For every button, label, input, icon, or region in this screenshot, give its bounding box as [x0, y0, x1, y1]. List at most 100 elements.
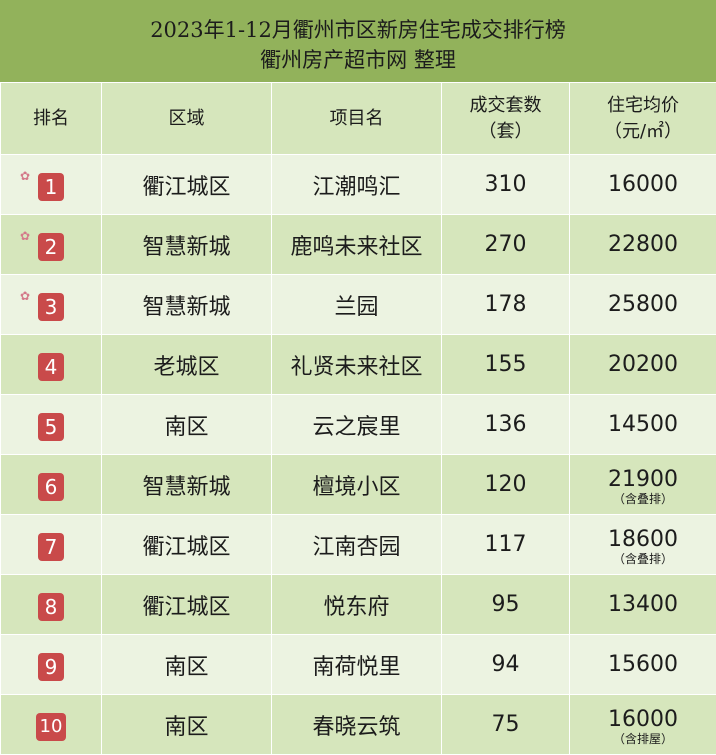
- price-cell: 22800: [569, 214, 716, 275]
- rank-badge: 9: [38, 652, 64, 681]
- header-project: 项目名: [271, 82, 442, 155]
- header-row: 排名 区域 项目名 成交套数 （套） 住宅均价 （元/㎡）: [0, 82, 716, 155]
- price-value: 13400: [608, 592, 678, 617]
- header-price-line1: 住宅均价: [607, 94, 679, 116]
- deals-cell: 155: [441, 334, 570, 395]
- district-cell: 南区: [101, 394, 272, 455]
- deals-cell: 120: [441, 454, 570, 515]
- district-cell: 衢江城区: [101, 574, 272, 635]
- deals-cell: 95: [441, 574, 570, 635]
- rank-cell: 9: [0, 634, 102, 695]
- table-row: 4 老城区 礼贤未来社区 155 20200: [0, 334, 716, 395]
- project-cell: 檀境小区: [271, 454, 442, 515]
- header-price-line2: （元/㎡）: [603, 120, 683, 142]
- flower-icon: ✿: [20, 289, 31, 303]
- header-deals: 成交套数 （套）: [441, 82, 570, 155]
- table-row: ✿ 1 衢江城区 江潮鸣汇 310 16000: [0, 154, 716, 215]
- title-banner: 2023年1-12月衢州市区新房住宅成交排行榜 衢州房产超市网 整理: [0, 0, 716, 82]
- header-rank: 排名: [0, 82, 102, 155]
- price-value: 16000: [608, 172, 678, 197]
- price-value: 18600: [608, 526, 678, 552]
- rank-cell: 8: [0, 574, 102, 635]
- project-cell: 江潮鸣汇: [271, 154, 442, 215]
- price-value: 15600: [608, 652, 678, 677]
- rank-badge: 6: [38, 472, 64, 501]
- price-value: 21900: [608, 466, 678, 492]
- price-value: 14500: [608, 412, 678, 437]
- project-cell: 春晓云筑: [271, 694, 442, 755]
- deals-cell: 117: [441, 514, 570, 575]
- table-row: ✿ 2 智慧新城 鹿鸣未来社区 270 22800: [0, 214, 716, 275]
- header-price: 住宅均价 （元/㎡）: [569, 82, 716, 155]
- table-row: 9 南区 南荷悦里 94 15600: [0, 634, 716, 695]
- deals-cell: 178: [441, 274, 570, 335]
- price-cell: 20200: [569, 334, 716, 395]
- rank-cell: ✿ 1: [0, 154, 102, 215]
- header-district: 区域: [101, 82, 272, 155]
- rank-badge: 8: [38, 592, 64, 621]
- price-cell: 16000 （含排屋）: [569, 694, 716, 755]
- table-row: 5 南区 云之宸里 136 14500: [0, 394, 716, 455]
- table-row: 10 南区 春晓云筑 75 16000 （含排屋）: [0, 694, 716, 755]
- district-cell: 南区: [101, 634, 272, 695]
- deals-cell: 94: [441, 634, 570, 695]
- price-cell: 21900 （含叠排）: [569, 454, 716, 515]
- rank-badge: 10: [36, 712, 66, 741]
- price-value: 16000: [608, 706, 678, 732]
- rank-cell: 10: [0, 694, 102, 755]
- rank-badge: 7: [38, 532, 64, 561]
- rank-badge: 1: [38, 172, 64, 201]
- deals-cell: 270: [441, 214, 570, 275]
- price-value: 22800: [608, 232, 678, 257]
- district-cell: 老城区: [101, 334, 272, 395]
- project-cell: 鹿鸣未来社区: [271, 214, 442, 275]
- rank-cell: ✿ 3: [0, 274, 102, 335]
- rank-badge: 2: [38, 232, 64, 261]
- table-row: 7 衢江城区 江南杏园 117 18600 （含叠排）: [0, 514, 716, 575]
- rank-cell: 7: [0, 514, 102, 575]
- district-cell: 智慧新城: [101, 214, 272, 275]
- title-line-1: 2023年1-12月衢州市区新房住宅成交排行榜: [150, 18, 566, 42]
- price-note: （含叠排）: [612, 491, 673, 506]
- price-note: （含排屋）: [612, 731, 673, 746]
- district-cell: 智慧新城: [101, 274, 272, 335]
- price-value: 20200: [608, 352, 678, 377]
- price-cell: 13400: [569, 574, 716, 635]
- rank-cell: ✿ 2: [0, 214, 102, 275]
- rank-badge: 3: [38, 292, 64, 321]
- header-deals-line2: （套）: [478, 120, 533, 142]
- price-cell: 14500: [569, 394, 716, 455]
- rank-cell: 4: [0, 334, 102, 395]
- project-cell: 兰园: [271, 274, 442, 335]
- header-deals-line1: 成交套数: [469, 94, 542, 116]
- price-cell: 15600: [569, 634, 716, 695]
- district-cell: 智慧新城: [101, 454, 272, 515]
- rank-cell: 5: [0, 394, 102, 455]
- price-cell: 25800: [569, 274, 716, 335]
- district-cell: 南区: [101, 694, 272, 755]
- deals-cell: 310: [441, 154, 570, 215]
- table-row: ✿ 3 智慧新城 兰园 178 25800: [0, 274, 716, 335]
- price-cell: 18600 （含叠排）: [569, 514, 716, 575]
- project-cell: 悦东府: [271, 574, 442, 635]
- price-note: （含叠排）: [612, 551, 673, 566]
- project-cell: 礼贤未来社区: [271, 334, 442, 395]
- title-line-2: 衢州房产超市网 整理: [260, 48, 456, 72]
- flower-icon: ✿: [20, 169, 31, 183]
- flower-icon: ✿: [20, 229, 31, 243]
- table-row: 8 衢江城区 悦东府 95 13400: [0, 574, 716, 635]
- district-cell: 衢江城区: [101, 514, 272, 575]
- deals-cell: 136: [441, 394, 570, 455]
- price-value: 25800: [608, 292, 678, 317]
- table-row: 6 智慧新城 檀境小区 120 21900 （含叠排）: [0, 454, 716, 515]
- ranking-table: 排名 区域 项目名 成交套数 （套） 住宅均价 （元/㎡） ✿ 1 衢江城区 江潮鸣汇…: [0, 82, 716, 755]
- rank-cell: 6: [0, 454, 102, 515]
- project-cell: 江南杏园: [271, 514, 442, 575]
- deals-cell: 75: [441, 694, 570, 755]
- project-cell: 南荷悦里: [271, 634, 442, 695]
- district-cell: 衢江城区: [101, 154, 272, 215]
- price-cell: 16000: [569, 154, 716, 215]
- project-cell: 云之宸里: [271, 394, 442, 455]
- rank-badge: 5: [38, 412, 64, 441]
